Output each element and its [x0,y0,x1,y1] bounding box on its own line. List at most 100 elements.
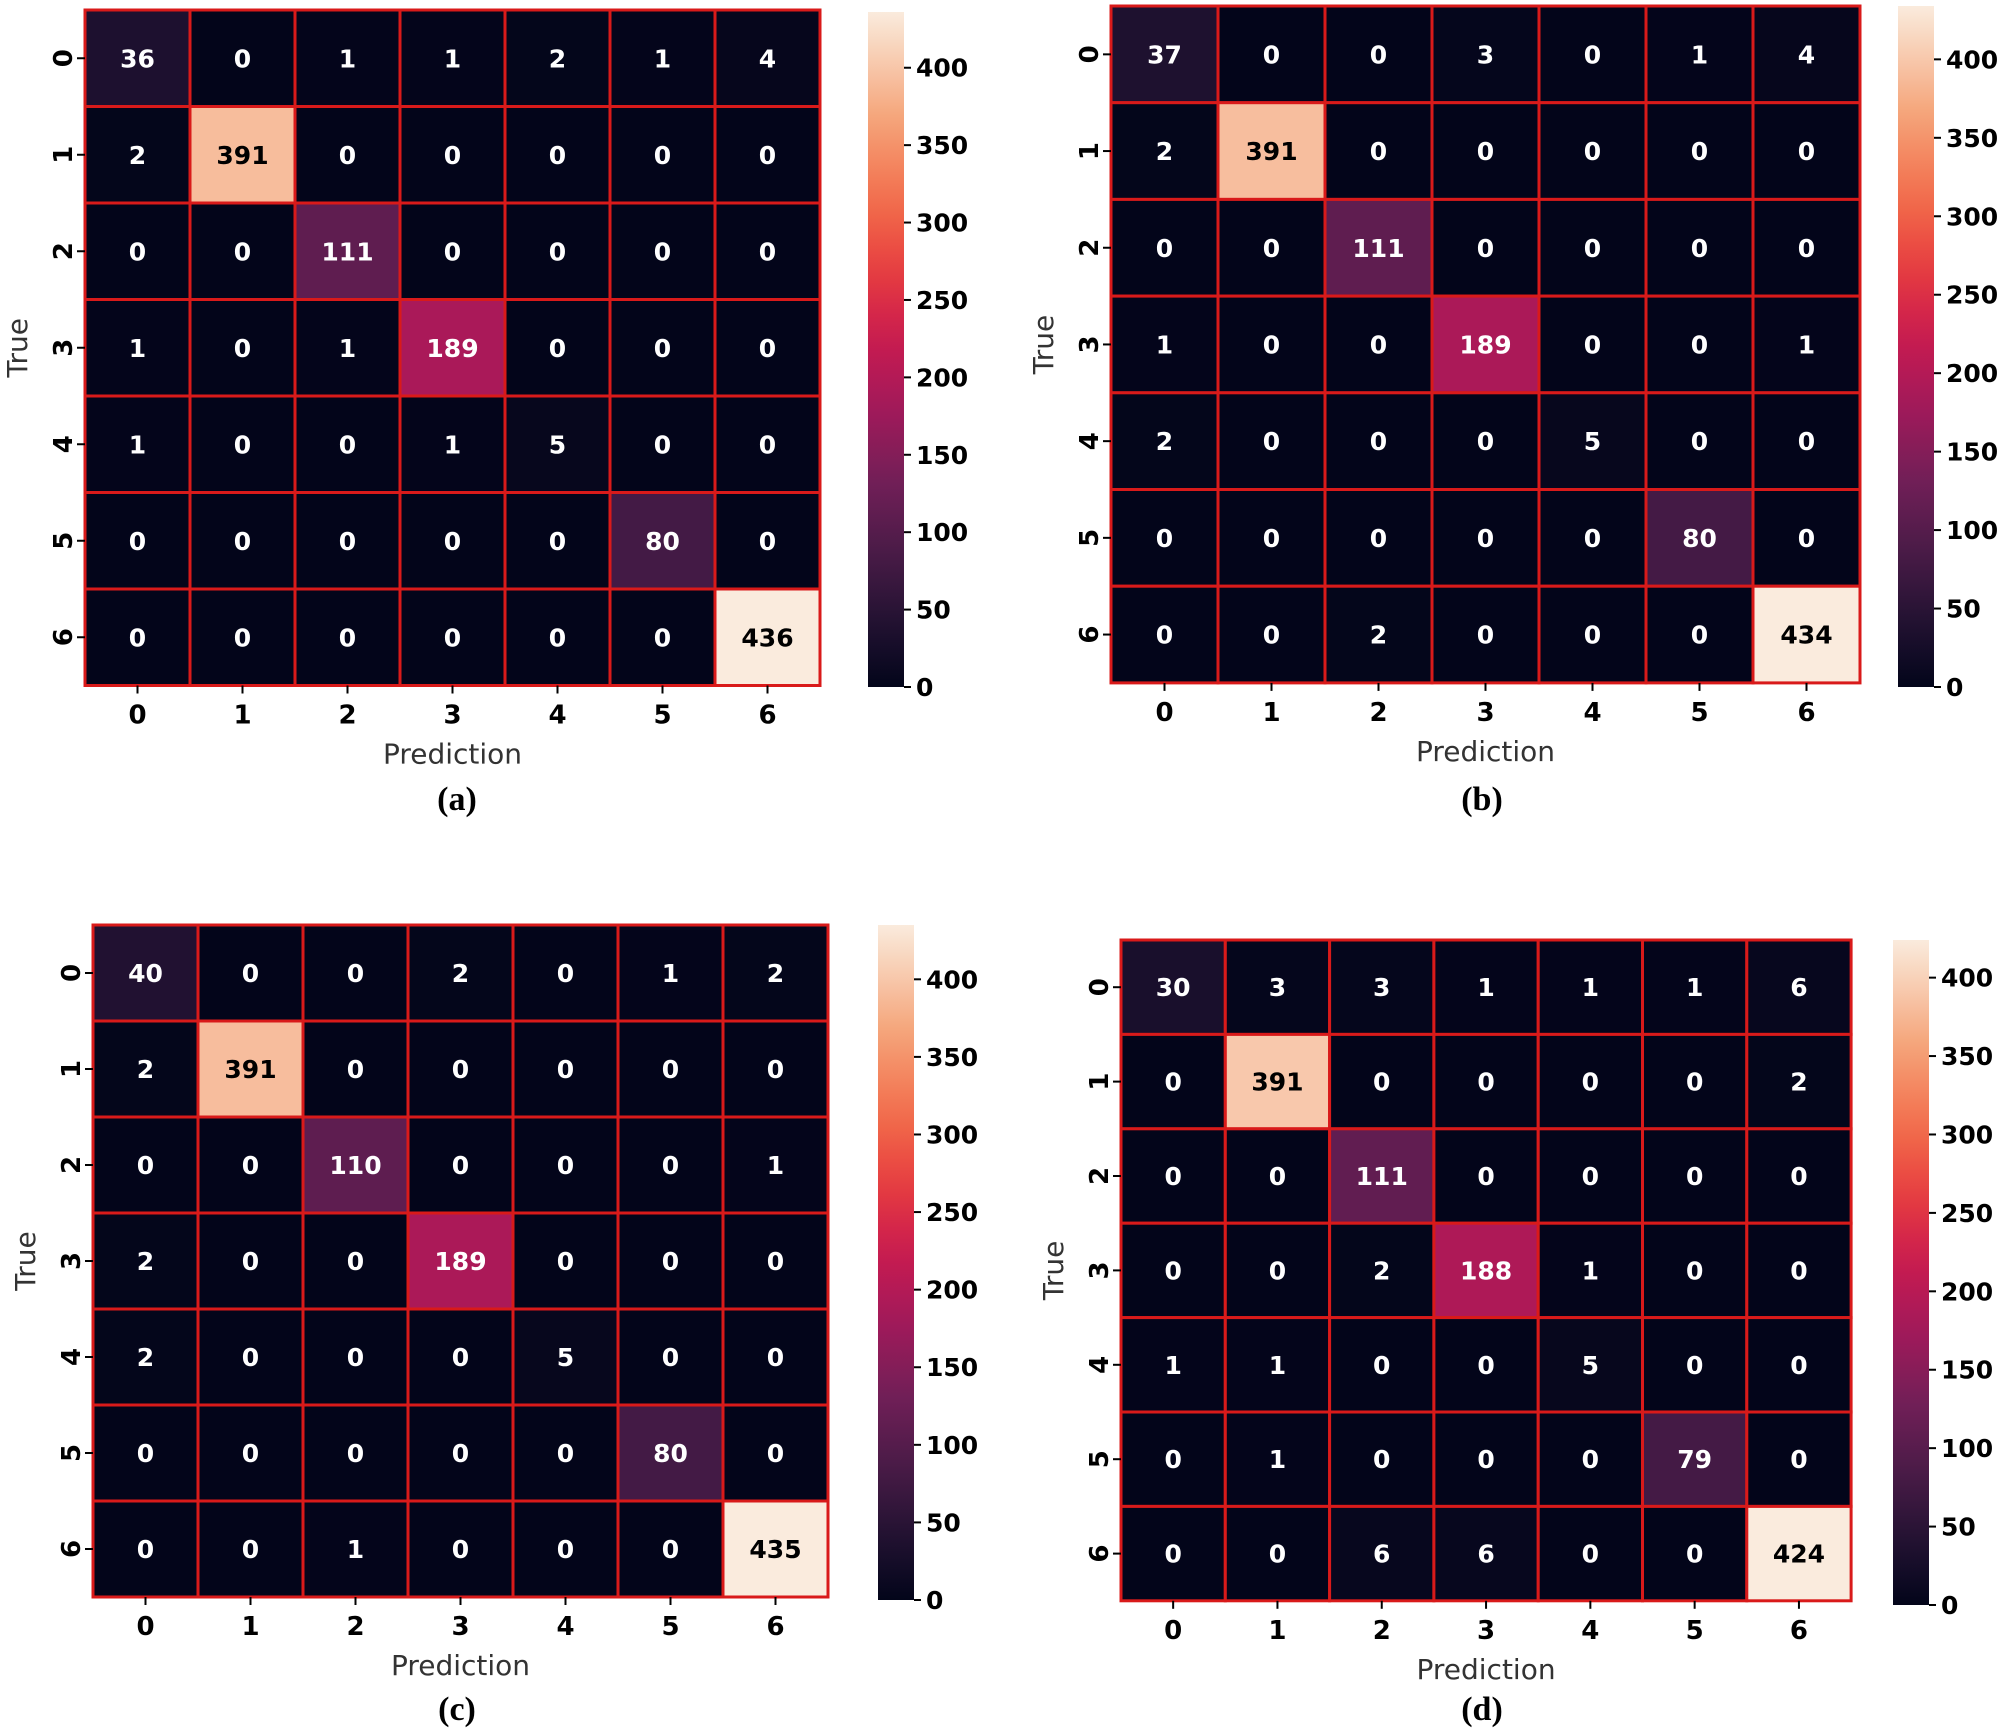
heatmap-cell [1536,1504,1644,1603]
heatmap-cell [398,587,507,687]
y-tick-label: 3 [1075,335,1105,353]
cell-value-label: 5 [1582,1351,1599,1380]
heatmap-cell [721,1403,830,1503]
heatmap-cell [1223,1316,1332,1414]
cell-value-label: 0 [557,959,574,988]
heatmap-cell [1430,101,1541,201]
heatmap-cell [188,201,297,301]
cell-value-label: 435 [749,1535,801,1564]
cell-value-label: 2 [1790,1068,1807,1097]
cell-value-label: 80 [1682,524,1717,553]
x-tick-label: 5 [661,1612,679,1642]
cell-value-label: 0 [347,959,364,988]
heatmap-cell [608,201,717,301]
y-tick-label: 4 [57,1348,87,1366]
heatmap-cell [713,201,822,301]
cell-value-label: 0 [347,1343,364,1372]
cell-value-label: 2 [137,1055,154,1084]
colorbar-tick-label: 400 [1946,45,1998,74]
y-tick-label: 4 [1075,432,1105,450]
y-axis-label: True [9,1231,42,1291]
colorbar-tick-label: 0 [1946,673,1963,702]
cell-value-label: 1 [339,334,356,363]
colorbar-tick-label: 300 [1946,202,1998,231]
cell-value-label: 0 [1686,1540,1703,1569]
heatmap-cell [721,1115,830,1215]
cell-value-label: 0 [1790,1256,1807,1285]
y-tick-label: 5 [57,1444,87,1462]
heatmap-cell [511,923,620,1023]
heatmap-panel-d: 30 3 3 1 1 1 60 391 0 0 0 0 20 0 111 0 0 0 00 0 2 188 1 0 01 1 0 0 5… [1037,938,1993,1728]
cell-value-label: 0 [1156,621,1173,650]
heatmap-cell [91,1211,200,1311]
heatmap-cell [1323,294,1434,395]
cell-value-label: 0 [1686,1162,1703,1191]
colorbar-tick-label: 350 [916,131,968,160]
x-tick-label: 6 [1790,1616,1808,1646]
cell-value-label: 1 [1164,1351,1181,1380]
cell-value-label: 1 [1582,973,1599,1002]
cell-value-label: 30 [1156,973,1191,1002]
colorbar-tick-label: 50 [1941,1513,1976,1542]
cell-value-label: 0 [444,527,461,556]
y-tick-label: 0 [1075,45,1105,63]
y-tick-label: 0 [49,49,79,67]
heatmap-cell [301,1307,410,1407]
cell-value-label: 391 [224,1055,276,1084]
cell-value-label: 0 [1156,524,1173,553]
heatmap-cell [503,587,612,687]
cell-value-label: 0 [549,334,566,363]
colorbar-tick-label: 250 [926,1198,978,1227]
heatmap-cell [1430,4,1541,105]
panel-caption: (a) [437,781,477,818]
y-axis-label: True [1027,315,1060,375]
x-tick-label: 1 [1262,698,1280,728]
heatmap-cell [1536,938,1644,1036]
colorbar-tick-label: 150 [1946,438,1998,467]
heatmap-cell [1119,1127,1227,1225]
cell-value-label: 0 [1790,1162,1807,1191]
cell-value-label: 1 [1269,1445,1286,1474]
heatmap-cell [1432,1316,1540,1414]
heatmap-cell [1323,584,1434,685]
cell-value-label: 0 [234,44,251,73]
heatmap-cell [1751,197,1862,298]
heatmap-cell [1537,197,1648,298]
y-tick-label: 3 [1085,1261,1115,1279]
cell-value-label: 6 [1477,1540,1494,1569]
y-tick-label: 2 [1075,239,1105,257]
y-tick-label: 2 [49,242,79,260]
heatmap-cell [1109,584,1220,685]
cell-value-label: 0 [242,1439,259,1468]
cell-value-label: 0 [1477,1162,1494,1191]
y-tick-label: 1 [1075,142,1105,160]
cell-value-label: 0 [1477,234,1494,263]
cell-value-label: 0 [234,527,251,556]
y-tick-label: 4 [49,435,79,453]
colorbar-tick-label: 0 [1941,1591,1958,1620]
cell-value-label: 0 [557,1247,574,1276]
colorbar-tick-label: 200 [916,363,968,392]
colorbar-tick-label: 300 [916,209,968,238]
heatmap-cell [1223,938,1332,1036]
heatmap-cell [1644,197,1755,298]
colorbar-tick-label: 200 [926,1276,978,1305]
cell-value-label: 0 [1263,621,1280,650]
cell-value-label: 0 [759,141,776,170]
colorbar-tick-label: 350 [1941,1042,1993,1071]
heatmap-cell [1328,1316,1436,1414]
cell-value-label: 0 [234,623,251,652]
cell-value-label: 0 [1686,1351,1703,1380]
cell-value-label: 79 [1677,1445,1712,1474]
heatmap-cell [616,1307,725,1407]
cell-value-label: 0 [1477,1445,1494,1474]
y-tick-label: 5 [1085,1450,1115,1468]
heatmap-cell [721,923,830,1023]
cell-value-label: 1 [1686,973,1703,1002]
cell-value-label: 0 [654,430,671,459]
heatmap-cell [511,1307,620,1407]
heatmap-cell [1109,488,1220,588]
heatmap-cell [503,201,612,301]
cell-value-label: 3 [1477,40,1494,69]
cell-value-label: 0 [137,1439,154,1468]
